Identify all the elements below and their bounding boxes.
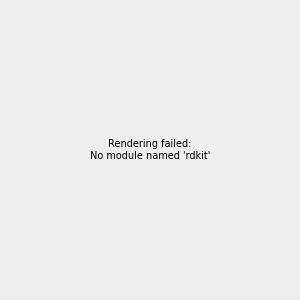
Text: Rendering failed:
No module named 'rdkit': Rendering failed: No module named 'rdkit… <box>90 139 210 161</box>
